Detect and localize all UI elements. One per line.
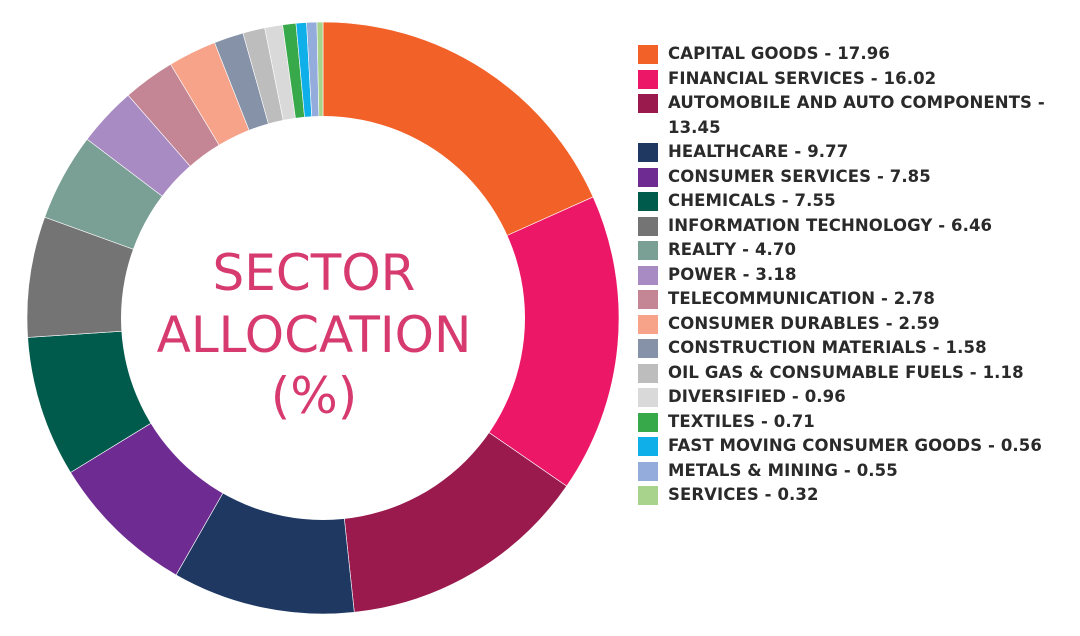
legend-item-financial-services: FINANCIAL SERVICES - 16.02	[638, 67, 1078, 92]
legend-swatch	[638, 363, 658, 383]
legend-label: CONSUMER SERVICES - 7.85	[668, 166, 931, 186]
legend-item-telecommunication: TELECOMMUNICATION - 2.78	[638, 287, 1078, 312]
legend-swatch	[638, 265, 658, 285]
legend-item-oil-gas-and-consumable-fuels: OIL GAS & CONSUMABLE FUELS - 1.18	[638, 361, 1078, 386]
legend-item-realty: REALTY - 4.70	[638, 238, 1078, 263]
legend-swatch	[638, 412, 658, 432]
legend-item-construction-materials: CONSTRUCTION MATERIALS - 1.58	[638, 336, 1078, 361]
legend-swatch	[638, 143, 658, 162]
legend-label: FAST MOVING CONSUMER GOODS - 0.56	[668, 436, 1042, 455]
legend-swatch	[638, 339, 658, 358]
legend-swatch	[638, 94, 658, 113]
legend-item-healthcare: HEALTHCARE - 9.77	[638, 140, 1078, 165]
legend-swatch	[638, 167, 658, 187]
legend-swatch	[638, 388, 658, 407]
legend-swatch	[638, 216, 658, 236]
legend-label: TEXTILES - 0.71	[668, 411, 815, 431]
donut-hole	[121, 116, 525, 520]
legend-swatch	[638, 461, 658, 481]
legend-label: METALS & MINING - 0.55	[668, 460, 898, 480]
legend-item-services: SERVICES - 0.32	[638, 483, 1078, 508]
legend-swatch	[638, 192, 658, 211]
legend-label: SERVICES - 0.32	[668, 485, 819, 504]
legend-label: DIVERSIFIED - 0.96	[668, 387, 846, 406]
legend-item-information-technology: INFORMATION TECHNOLOGY - 6.46	[638, 214, 1078, 239]
legend-label: CHEMICALS - 7.55	[668, 191, 836, 210]
legend-item-capital-goods: CAPITAL GOODS - 17.96	[638, 42, 1078, 67]
legend-swatch	[638, 290, 658, 309]
legend-swatch	[638, 314, 658, 334]
legend-label: HEALTHCARE - 9.77	[668, 142, 849, 161]
chart-title-line-1: SECTOR	[213, 244, 416, 302]
legend-label: TELECOMMUNICATION - 2.78	[668, 289, 935, 308]
chart-legend: CAPITAL GOODS - 17.96 FINANCIAL SERVICES …	[638, 42, 1078, 508]
legend-item-metals-and-mining: METALS & MINING - 0.55	[638, 459, 1078, 484]
donut-chart: SECTOR ALLOCATION (%)	[26, 21, 620, 615]
legend-item-fast-moving-consumer-goods: FAST MOVING CONSUMER GOODS - 0.56	[638, 434, 1078, 459]
legend-label: REALTY - 4.70	[668, 240, 797, 259]
legend-swatch	[638, 486, 658, 505]
legend-item-power: POWER - 3.18	[638, 263, 1078, 288]
legend-item-consumer-services: CONSUMER SERVICES - 7.85	[638, 165, 1078, 190]
legend-swatch	[638, 241, 658, 260]
legend-item-diversified: DIVERSIFIED - 0.96	[638, 385, 1078, 410]
chart-title-line-2: ALLOCATION	[157, 306, 472, 364]
legend-label: CONSUMER DURABLES - 2.59	[668, 313, 940, 333]
legend-swatch	[638, 437, 658, 456]
legend-label: CONSTRUCTION MATERIALS - 1.58	[668, 338, 987, 357]
legend-label: OIL GAS & CONSUMABLE FUELS - 1.18	[668, 362, 1024, 382]
legend-label: INFORMATION TECHNOLOGY - 6.46	[668, 215, 993, 235]
legend-item-consumer-durables: CONSUMER DURABLES - 2.59	[638, 312, 1078, 337]
legend-item-automobile-and-auto-components: AUTOMOBILE AND AUTO COMPONENTS - 13.45	[638, 91, 1078, 140]
legend-label: CAPITAL GOODS - 17.96	[668, 44, 890, 63]
legend-swatch	[638, 45, 658, 64]
legend-label: POWER - 3.18	[668, 264, 797, 284]
legend-swatch	[638, 69, 658, 89]
legend-item-textiles: TEXTILES - 0.71	[638, 410, 1078, 435]
legend-label: AUTOMOBILE AND AUTO COMPONENTS - 13.45	[668, 93, 1045, 137]
chart-title-line-3: (%)	[271, 367, 358, 425]
legend-label: FINANCIAL SERVICES - 16.02	[668, 68, 937, 88]
legend-item-chemicals: CHEMICALS - 7.55	[638, 189, 1078, 214]
